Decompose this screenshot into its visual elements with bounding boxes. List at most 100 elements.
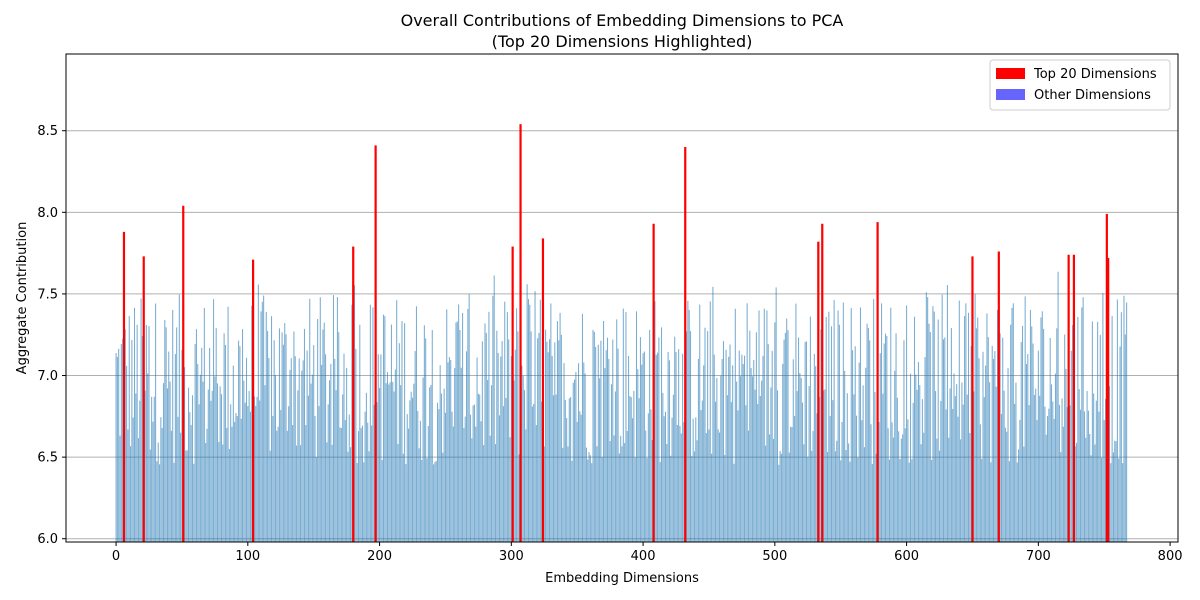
bar-other — [1078, 389, 1080, 542]
bar-other — [197, 363, 199, 542]
bar-other — [910, 373, 912, 542]
bar-other — [857, 457, 859, 542]
bar-other — [874, 391, 876, 542]
bar-other — [236, 416, 238, 542]
bar-other — [675, 352, 677, 542]
bar-other — [523, 390, 526, 542]
bar-top20-dim-408 — [652, 223, 655, 542]
bar-other — [302, 360, 304, 542]
bar-other — [443, 388, 445, 542]
bar-other — [446, 309, 448, 542]
bar-other — [630, 397, 632, 542]
bar-other — [343, 353, 345, 542]
bar-other — [479, 394, 481, 542]
bar-top20-dim-670 — [997, 251, 1000, 542]
bar-other — [829, 416, 831, 542]
bar-other — [974, 294, 976, 542]
bar-other — [189, 412, 191, 542]
y-tick-label-4: 8.0 — [37, 206, 58, 221]
bar-other — [699, 304, 701, 542]
bar-other — [680, 433, 682, 542]
bar-other — [753, 360, 755, 542]
bar-other — [784, 332, 786, 542]
bar-other — [597, 344, 599, 542]
bar-other — [881, 303, 883, 542]
bar-other — [863, 447, 865, 542]
bar-other — [720, 375, 722, 542]
bar-other — [376, 402, 378, 542]
bar-other — [464, 416, 466, 542]
bar-other — [625, 311, 627, 542]
bar-other — [1047, 416, 1049, 542]
bar-other — [323, 322, 325, 542]
bar-other — [1049, 337, 1051, 542]
bar-other — [265, 311, 267, 542]
bar-other — [852, 350, 854, 542]
bar-other — [380, 354, 382, 542]
bar-other — [369, 304, 371, 542]
bar-other — [348, 414, 350, 542]
bar-other — [571, 460, 573, 542]
bar-other — [754, 389, 756, 542]
bar-other — [796, 391, 798, 542]
bar-other — [257, 284, 259, 542]
bar-other — [572, 382, 574, 542]
bar-other — [633, 390, 635, 542]
bar-other — [190, 425, 192, 542]
bar-other — [419, 420, 421, 542]
bar-other — [314, 416, 316, 542]
bar-top20-dim-21 — [142, 256, 145, 542]
bar-other — [543, 446, 545, 542]
bar-other — [533, 403, 535, 542]
bar-other — [646, 457, 648, 542]
bar-other — [344, 420, 346, 542]
bar-other — [1112, 452, 1114, 542]
bar-other — [691, 456, 693, 542]
bar-other — [547, 352, 549, 542]
bar-other — [899, 459, 901, 542]
bar-other — [744, 355, 746, 542]
bar-other — [1074, 446, 1076, 542]
bar-other — [155, 303, 157, 542]
legend: Top 20 Dimensions Other Dimensions — [989, 59, 1171, 111]
bar-other — [780, 453, 782, 542]
bar-other — [1036, 419, 1038, 542]
bar-other — [666, 444, 668, 542]
bar-other — [422, 377, 424, 542]
bar-other — [493, 275, 495, 542]
bar-other — [679, 426, 681, 542]
bar-other — [148, 326, 150, 542]
bar-other — [908, 462, 910, 542]
bar-other — [290, 358, 292, 542]
bar-other — [545, 329, 547, 542]
bar-other — [906, 305, 908, 542]
bar-other — [841, 421, 843, 542]
bar-other — [325, 354, 327, 542]
bar-other — [970, 346, 972, 542]
bar-other — [1043, 328, 1045, 542]
bar-other — [238, 340, 240, 542]
bar-other — [1004, 427, 1006, 542]
bar-other — [551, 355, 553, 542]
bar-other — [610, 384, 612, 542]
bar-other — [635, 311, 638, 542]
bar-other — [289, 369, 291, 542]
bar-other — [770, 387, 772, 542]
bar-other — [255, 405, 257, 542]
bar-other — [1083, 411, 1085, 542]
bar-other — [791, 427, 793, 542]
bar-other — [1089, 433, 1091, 542]
bar-other — [836, 440, 838, 542]
bar-other — [211, 390, 213, 542]
bar-other — [271, 316, 273, 542]
bar-other — [921, 399, 923, 542]
bar-other — [1044, 406, 1046, 542]
bar-other — [737, 410, 739, 542]
bar-top20-dim-533 — [817, 241, 820, 542]
bar-other — [1016, 462, 1018, 542]
bar-other — [1122, 463, 1124, 542]
bar-other — [816, 413, 818, 542]
bar-other — [977, 317, 979, 542]
bar-other — [1012, 303, 1014, 542]
bar-other — [986, 313, 988, 542]
